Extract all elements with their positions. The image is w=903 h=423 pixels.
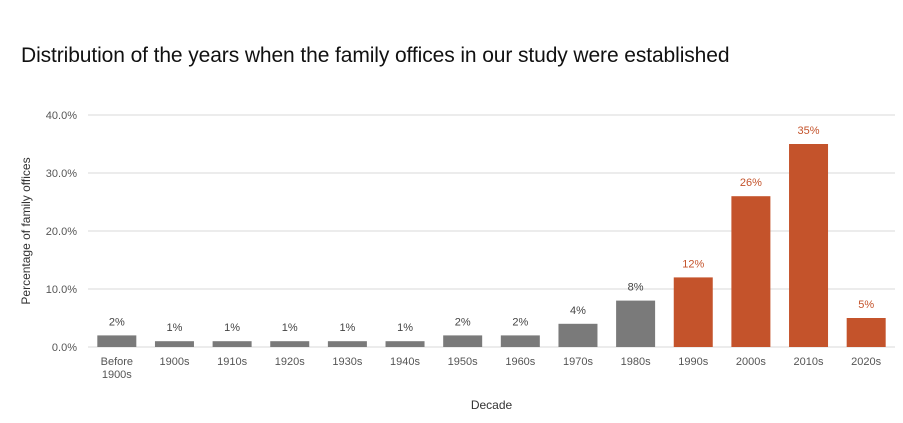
data-label: 2% [109, 316, 125, 328]
data-label: 12% [682, 258, 704, 270]
x-tick-label: 1900s [159, 356, 189, 368]
bar [327, 341, 367, 347]
x-tick-label: 1900s [102, 369, 132, 381]
data-label: 1% [397, 322, 413, 334]
x-tick-label: 1980s [621, 356, 651, 368]
x-tick-label: Before [101, 356, 133, 368]
bar [97, 335, 137, 347]
bar [846, 318, 886, 347]
bar [673, 277, 713, 347]
data-label: 8% [628, 282, 644, 294]
data-label: 1% [167, 322, 183, 334]
bar [154, 341, 194, 347]
x-tick-label: 1960s [505, 356, 535, 368]
data-label: 5% [858, 299, 874, 311]
x-axis-label: Decade [471, 398, 513, 412]
data-label: 35% [798, 125, 820, 137]
y-tick-label: 30.0% [46, 168, 77, 180]
x-tick-label: 1940s [390, 356, 420, 368]
y-axis-label: Percentage of family offices [19, 157, 33, 304]
data-label: 2% [512, 316, 528, 328]
x-tick-label: 2010s [794, 356, 824, 368]
x-tick-label: 1930s [332, 356, 362, 368]
data-label: 1% [339, 322, 355, 334]
y-tick-label: 0.0% [52, 342, 77, 354]
data-label: 4% [570, 305, 586, 317]
data-label: 26% [740, 177, 762, 189]
x-tick-label: 1910s [217, 356, 247, 368]
bar [500, 335, 540, 347]
x-tick-label: 1920s [275, 356, 305, 368]
bar [443, 335, 483, 347]
chart-title: Distribution of the years when the famil… [21, 44, 730, 67]
y-tick-label: 40.0% [46, 110, 77, 122]
x-tick-label: 2020s [851, 356, 881, 368]
x-tick-label: 1950s [448, 356, 478, 368]
bar [385, 341, 425, 347]
bar [212, 341, 252, 347]
x-tick-label: 2000s [736, 356, 766, 368]
data-label: 2% [455, 316, 471, 328]
data-label: 1% [224, 322, 240, 334]
data-label: 1% [282, 322, 298, 334]
x-tick-label: 1990s [678, 356, 708, 368]
x-tick-label: 1970s [563, 356, 593, 368]
bar [558, 323, 598, 347]
y-tick-label: 10.0% [46, 284, 77, 296]
bar [731, 196, 771, 347]
bar [789, 144, 829, 347]
y-tick-label: 20.0% [46, 226, 77, 238]
bar [616, 300, 656, 347]
bar [270, 341, 310, 347]
